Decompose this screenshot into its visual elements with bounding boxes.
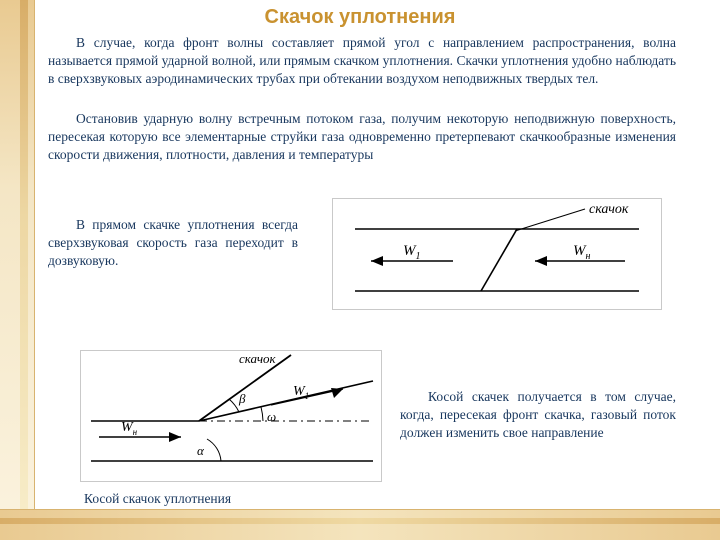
- figure-oblique-shock: скачок Wн W1 α β ω: [80, 350, 382, 482]
- slide: Скачок уплотнения В случае, когда фронт …: [0, 0, 720, 540]
- figure-normal-shock: скачок W1 Wн: [332, 198, 662, 310]
- svg-text:W1: W1: [403, 243, 421, 262]
- decor-bottom-bar: [0, 509, 720, 540]
- paragraph-4: Косой скачек получается в том случае, ко…: [400, 388, 676, 442]
- svg-text:Wн: Wн: [121, 420, 138, 437]
- paragraph-2: Остановив ударную волну встречным потоко…: [48, 110, 676, 164]
- paragraph-1: В случае, когда фронт волны составляет п…: [48, 34, 676, 88]
- fig1-label-shock: скачок: [589, 202, 629, 217]
- fig1-W1-sub: 1: [416, 251, 421, 262]
- fig2-beta: β: [238, 391, 246, 406]
- svg-text:Wн: Wн: [573, 243, 591, 262]
- paragraph-3: В прямом скачке уплотнения всегда сверхз…: [48, 216, 298, 270]
- fig2-omega: ω: [267, 409, 276, 424]
- slide-title: Скачок уплотнения: [0, 6, 720, 29]
- decor-left-bar: [0, 0, 35, 540]
- fig2-W1-sub: 1: [305, 391, 310, 401]
- fig2-alpha: α: [197, 443, 205, 458]
- fig2-label-shock: скачок: [239, 351, 277, 366]
- svg-text:W1: W1: [293, 384, 309, 401]
- fig1-Wn-sub: н: [586, 251, 591, 262]
- fig2-Wn-sub: н: [133, 427, 138, 437]
- caption-oblique: Косой скачок уплотнения: [84, 490, 384, 508]
